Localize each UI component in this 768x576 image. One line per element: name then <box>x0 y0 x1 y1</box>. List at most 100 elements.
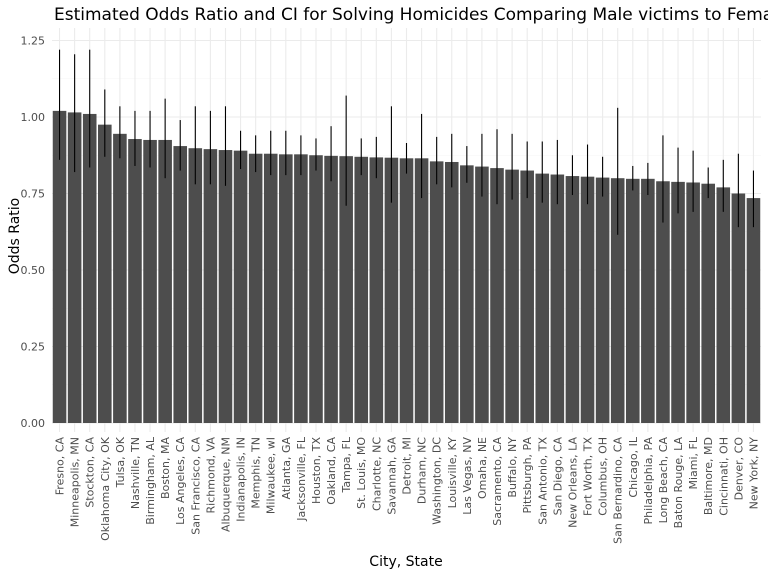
bar <box>158 139 172 423</box>
x-tick-label: San Antonio, TX <box>536 437 549 525</box>
x-tick-label: Denver, CO <box>732 437 745 501</box>
x-tick-label: Washington, DC <box>431 437 444 525</box>
bar <box>505 169 519 423</box>
bar <box>535 173 550 423</box>
x-tick-label: San Francisco, CA <box>189 437 202 535</box>
x-tick-label: Fort Worth, TX <box>582 437 595 516</box>
x-tick-label: Boston, MA <box>159 437 172 500</box>
bar <box>82 113 97 423</box>
x-tick-label: Richmond, VA <box>204 437 217 514</box>
bar <box>490 168 504 423</box>
bar <box>399 158 414 423</box>
bar <box>113 133 127 423</box>
x-tick-label: Birmingham, AL <box>144 436 157 525</box>
x-tick-label: Philadelphia, PA <box>642 437 655 525</box>
bar <box>173 146 188 423</box>
bar <box>610 178 625 423</box>
bar <box>414 158 429 423</box>
x-tick-label: Fresno, CA <box>54 437 67 496</box>
bar <box>580 176 595 423</box>
bar <box>309 155 323 423</box>
bar <box>52 110 67 423</box>
bar <box>218 150 233 423</box>
x-tick-label: Durham, NC <box>416 437 429 504</box>
x-tick-label: Charlotte, NC <box>370 437 383 511</box>
bar-series <box>52 110 761 424</box>
x-tick-label: Nashville, TN <box>129 437 142 509</box>
x-tick-label: Memphis, TN <box>250 437 263 509</box>
x-tick-label: Indianapolis, IN <box>235 437 248 522</box>
bar <box>294 154 308 423</box>
x-tick-label: Tampa, FL <box>340 436 353 493</box>
bar <box>429 161 444 423</box>
x-tick-label: Los Angeles, CA <box>174 437 187 525</box>
bar <box>248 153 263 423</box>
bar <box>460 165 474 423</box>
x-tick-label: Oklahoma City, OK <box>99 436 112 541</box>
x-tick-label: Savannah, GA <box>385 437 398 515</box>
bar <box>550 174 565 423</box>
x-tick-label: New Orleans, LA <box>566 437 579 528</box>
y-axis-title: Odds Ratio <box>7 198 23 274</box>
x-tick-label: Cincinnati, OH <box>717 437 730 516</box>
x-tick-label: Tulsa, OK <box>114 436 127 488</box>
bar <box>128 139 142 424</box>
x-tick-label: Albuquerque, NM <box>219 437 232 532</box>
bar <box>67 112 82 423</box>
error-bar-series <box>58 49 755 235</box>
x-tick-label: Minneapolis, MN <box>69 437 82 527</box>
x-tick-label: St. Louis, MO <box>355 437 368 509</box>
x-tick-label: Louisville, KY <box>446 437 459 509</box>
x-tick-label: Jacksonville, FL <box>295 436 308 522</box>
y-axis-ticks: 0.00 0.25 0.50 0.75 1.00 1.25 <box>21 35 46 431</box>
x-tick-label: Chicago, IL <box>627 436 640 497</box>
x-axis-ticks: Fresno, CA Minneapolis, MN Stockton, CA Okl… <box>54 436 761 544</box>
bar <box>625 178 640 423</box>
bar <box>671 181 685 423</box>
y-tick-label: 0.00 <box>21 417 46 430</box>
y-tick-label: 0.75 <box>21 188 46 201</box>
x-tick-label: San Diego, CA <box>551 437 564 516</box>
bar <box>686 182 700 423</box>
x-tick-label: Buffalo, NY <box>506 437 519 498</box>
y-tick-label: 1.00 <box>21 111 46 124</box>
bar <box>98 124 112 424</box>
bar <box>233 150 248 423</box>
bar <box>701 183 715 423</box>
x-tick-label: Long Beach, CA <box>657 437 670 524</box>
y-tick-label: 1.25 <box>21 35 46 48</box>
x-tick-label: Oakland, CA <box>325 437 338 505</box>
bar <box>369 157 384 423</box>
x-tick-label: Detroit, MI <box>401 437 414 495</box>
bar <box>475 166 489 423</box>
bar <box>324 155 338 423</box>
bar <box>339 156 353 423</box>
x-tick-label: San Bernardino, CA <box>612 437 625 544</box>
x-tick-label: Milwaukee, wI <box>265 437 278 514</box>
bar <box>188 148 203 423</box>
bar <box>565 176 580 423</box>
bar <box>656 181 670 423</box>
x-tick-label: Omaha, NE <box>476 437 489 499</box>
y-tick-label: 0.25 <box>21 341 46 354</box>
y-tick-label: 0.50 <box>21 264 46 277</box>
bar <box>746 198 761 423</box>
bar <box>384 157 399 423</box>
bar <box>595 177 610 423</box>
bar <box>263 153 278 423</box>
x-tick-label: Stockton, CA <box>84 437 97 508</box>
x-tick-label: Sacramento, CA <box>491 437 504 526</box>
chart-title: Estimated Odds Ratio and CI for Solving … <box>54 5 768 25</box>
x-tick-label: Columbus, OH <box>597 437 610 516</box>
bar <box>641 178 655 423</box>
x-tick-label: Atlanta, GA <box>280 437 293 500</box>
x-tick-label: Miami, FL <box>687 436 700 489</box>
bar <box>203 149 218 423</box>
x-tick-label: Pittsburgh, PA <box>521 437 534 514</box>
bar <box>520 170 534 423</box>
x-axis-title: City, State <box>369 554 442 570</box>
bar <box>731 193 746 423</box>
x-tick-label: Baton Rouge, LA <box>672 437 685 529</box>
bar <box>444 161 459 423</box>
